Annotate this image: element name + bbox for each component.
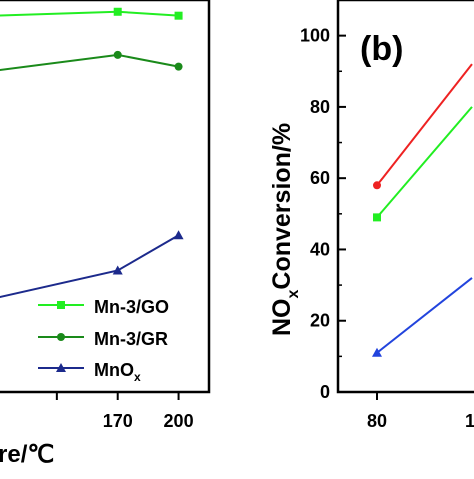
- panel-b-ylabel-sub: x: [285, 290, 302, 299]
- panel-a-x-tick-label: 170: [103, 411, 133, 431]
- panel-a-data-point: [174, 11, 183, 20]
- panel-b-series-line: [376, 106, 473, 219]
- legend-marker-mn3gr: [57, 333, 65, 341]
- panel-b-ylabel: NOxConversion/%: [268, 123, 302, 336]
- legend-label-mn3go: Mn-3/GO: [94, 297, 169, 317]
- panel-a-series-line: [0, 234, 180, 299]
- panel-a-series-line: [0, 53, 179, 72]
- panel-b-y-tick-label: 20: [310, 311, 330, 331]
- panel-a-frame: [0, 0, 211, 394]
- panel-a-legend: Mn-3/GO Mn-3/GR MnOx: [38, 297, 169, 384]
- panel-b-series-line: [376, 277, 473, 354]
- panel-b: 0 20 40 60 80 100 80 1 (b) NOxConversion/%: [268, 0, 474, 431]
- panel-a-data-point: [113, 7, 122, 16]
- panel-b-data-point: [373, 213, 381, 222]
- panel-b-y-tick-label: 60: [310, 168, 330, 188]
- legend-label-mnox-sub: x: [134, 370, 141, 384]
- panel-a-data-point: [174, 62, 183, 71]
- panel-b-data-point: [372, 347, 382, 357]
- legend-label-mnox-main: MnO: [94, 360, 134, 380]
- panel-b-ylabel-rest: Conversion/%: [268, 123, 296, 290]
- panel-b-y-ticks: 0 20 40 60 80 100: [300, 26, 346, 402]
- panel-b-x-tick-label-partial: 1: [465, 411, 474, 431]
- panel-a-series: [0, 7, 184, 299]
- panel-a-data-point: [112, 265, 123, 275]
- panel-a: 170 200 Mn-3/GO Mn-3/GR MnOx re/℃: [0, 0, 211, 468]
- legend-label-mn3gr: Mn-3/GR: [94, 329, 168, 349]
- panel-b-series: [372, 63, 473, 357]
- legend-marker-mn3go: [57, 301, 65, 309]
- panel-a-x-tick-label: 200: [164, 411, 194, 431]
- panel-a-data-point: [173, 230, 184, 240]
- panel-b-y-tick-label: 100: [300, 26, 330, 46]
- panel-b-y-tick-label: 40: [310, 239, 330, 259]
- panel-b-series-line: [376, 63, 473, 186]
- panel-a-series-line: [0, 10, 179, 17]
- panel-b-data-point: [373, 181, 381, 190]
- panel-b-y-tick-label: 80: [310, 97, 330, 117]
- panel-a-data-point: [113, 50, 122, 59]
- panel-b-label: (b): [360, 30, 403, 68]
- panel-b-y-tick-label: 0: [320, 382, 330, 402]
- panel-a-xlabel: re/℃: [0, 441, 54, 468]
- panel-a-x-ticks: 170 200: [55, 392, 194, 431]
- panel-b-x-tick-label: 80: [367, 411, 387, 431]
- legend-marker-mnox: [56, 363, 66, 372]
- panel-b-ylabel-main: NO: [268, 299, 296, 337]
- panel-b-x-ticks: 80 1: [367, 392, 474, 431]
- legend-label-mnox: MnOx: [94, 360, 141, 384]
- panel-b-frame: [336, 0, 474, 394]
